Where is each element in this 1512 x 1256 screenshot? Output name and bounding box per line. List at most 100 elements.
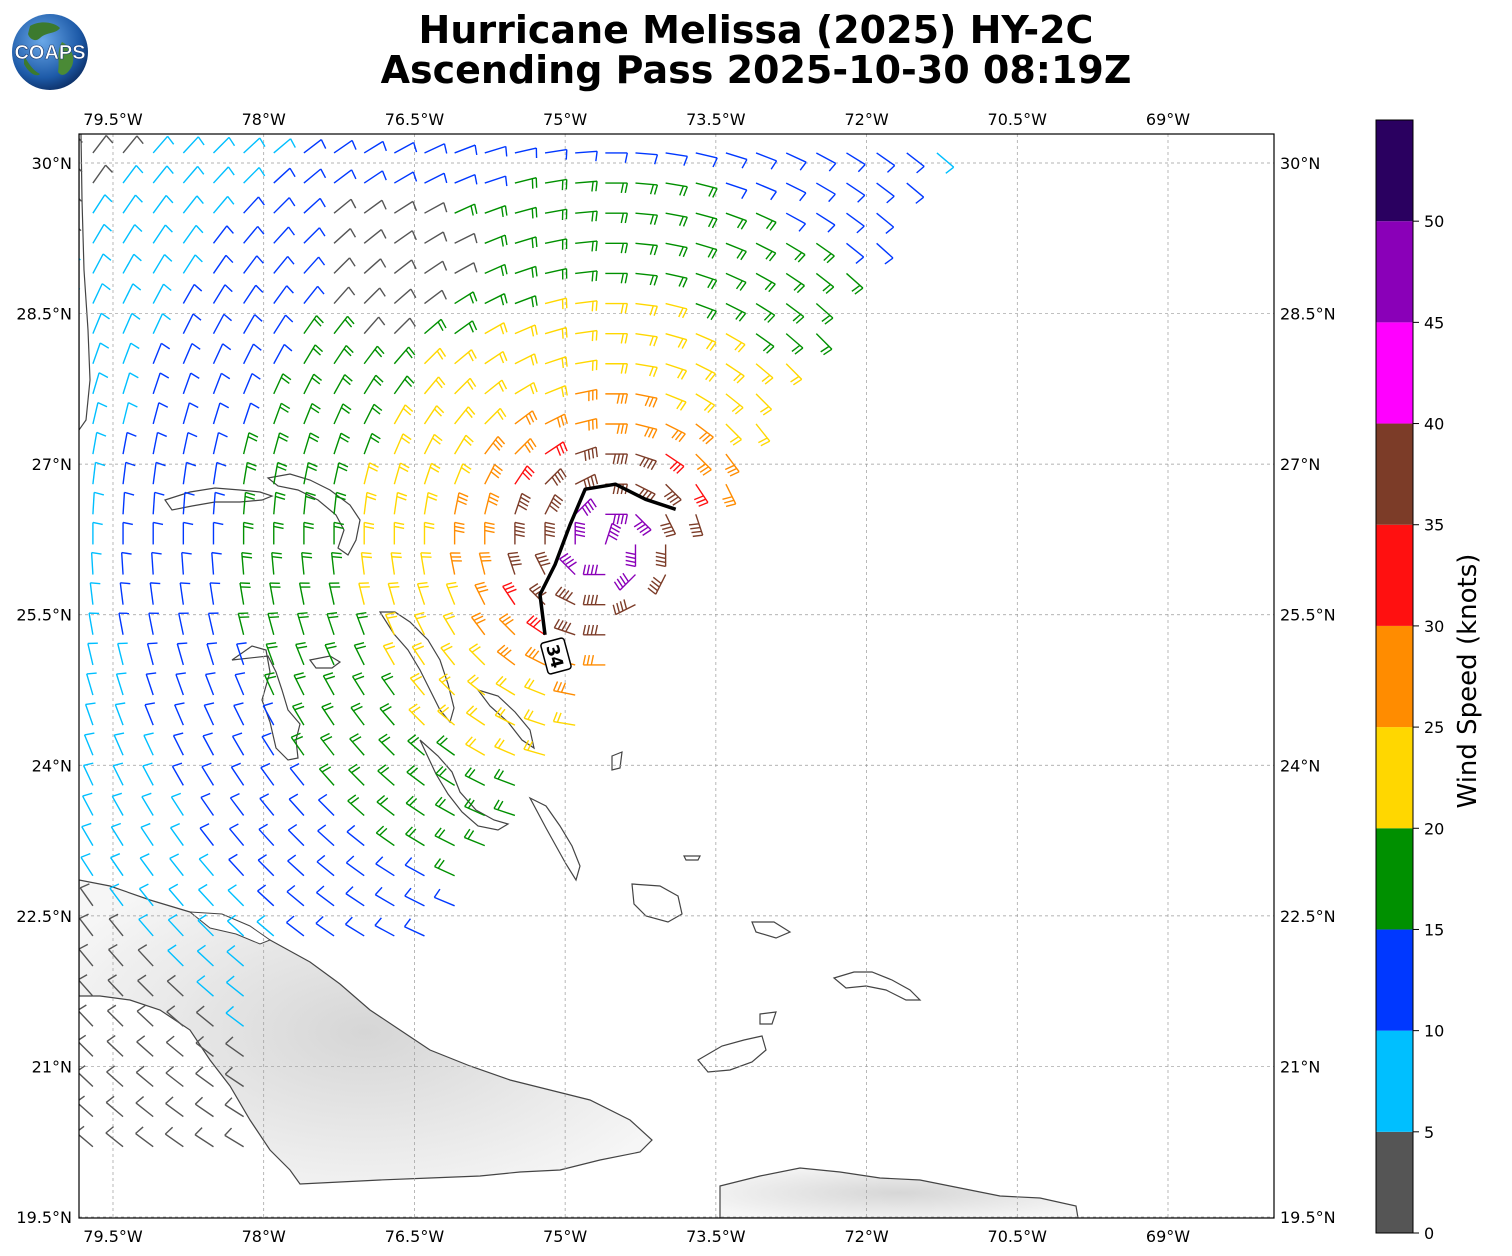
colorbar-bin xyxy=(1376,929,1413,1031)
wind-barb xyxy=(613,572,636,591)
wind-barb xyxy=(846,182,866,203)
wind-barb xyxy=(63,522,73,544)
wind-barb xyxy=(152,431,167,455)
wind-barb xyxy=(605,453,629,465)
wind-barb xyxy=(350,702,365,726)
wind-barb xyxy=(453,492,469,515)
wind-barb xyxy=(363,258,387,274)
wind-barb xyxy=(454,377,477,395)
lon-tick-label-top: 78°W xyxy=(242,110,286,129)
wind-barb xyxy=(393,375,415,395)
wind-barb xyxy=(152,135,175,154)
wind-barb xyxy=(876,152,896,173)
wind-barb xyxy=(411,642,426,666)
wind-barb xyxy=(785,302,805,324)
florida-coast xyxy=(79,134,91,432)
wind-barb xyxy=(257,854,275,877)
wind-barb xyxy=(237,612,250,635)
wind-barb xyxy=(236,642,247,666)
wind-barb xyxy=(514,381,538,395)
wind-barb xyxy=(544,178,568,191)
wind-barb xyxy=(725,333,746,353)
wind-barb xyxy=(465,705,486,726)
wind-barb xyxy=(333,374,353,395)
wind-barb xyxy=(424,231,448,244)
wind-barb xyxy=(463,828,486,847)
wind-barb xyxy=(135,1065,154,1088)
wind-barb xyxy=(303,168,327,184)
wind-barb xyxy=(319,732,335,756)
wind-barb xyxy=(378,733,395,756)
wind-barb xyxy=(303,256,326,274)
wind-barb xyxy=(665,212,688,227)
wind-barb xyxy=(141,792,154,816)
wind-barb xyxy=(262,702,275,726)
wind-barb xyxy=(453,521,465,545)
wind-barb xyxy=(605,242,629,254)
wind-barb xyxy=(198,853,215,877)
lon-tick-label-top: 72°W xyxy=(844,110,888,129)
wind-barb xyxy=(544,267,568,280)
wind-barb xyxy=(755,363,774,385)
wind-barb xyxy=(435,765,455,786)
wind-barb xyxy=(106,1034,124,1057)
wind-barb xyxy=(333,169,357,184)
wind-barb xyxy=(355,611,368,636)
wind-barb xyxy=(605,272,629,284)
wind-barb xyxy=(88,612,100,635)
wind-barb xyxy=(695,242,718,259)
wind-barb xyxy=(478,552,492,575)
berry-islands xyxy=(308,655,342,669)
wind-barb xyxy=(48,1005,63,1026)
wind-barb xyxy=(303,462,318,485)
colorbar-bin xyxy=(1376,1131,1413,1233)
wind-barb xyxy=(110,822,124,846)
wind-barb xyxy=(484,463,503,485)
colorbar-tick-label: 45 xyxy=(1424,313,1444,332)
wind-barb xyxy=(552,711,576,726)
wind-barb xyxy=(165,1035,184,1057)
wind-barb xyxy=(424,143,448,154)
wind-barb xyxy=(79,974,94,997)
colorbar-bin xyxy=(1376,423,1413,525)
wind-barb xyxy=(152,491,165,515)
wind-barb xyxy=(303,285,325,304)
wind-barb xyxy=(144,702,155,726)
wind-barb xyxy=(387,582,400,605)
wind-barb xyxy=(363,199,387,214)
wind-barb xyxy=(143,732,154,756)
wind-barb xyxy=(315,885,335,907)
wind-barb xyxy=(135,1096,154,1118)
wind-barb xyxy=(575,240,598,252)
lat-tick-label-right: 19.5°N xyxy=(1280,1208,1336,1227)
wind-barb xyxy=(256,915,275,937)
colorbar-tick-label: 50 xyxy=(1424,212,1444,231)
wind-barb xyxy=(234,672,246,696)
wind-barb xyxy=(286,915,305,937)
wind-barb xyxy=(394,141,418,154)
wind-barb xyxy=(51,854,62,876)
wind-barb xyxy=(48,1035,63,1056)
wind-barb xyxy=(544,521,555,545)
wind-barb xyxy=(212,461,227,485)
wind-barb xyxy=(755,302,776,323)
wind-barb xyxy=(138,883,154,907)
wind-barb xyxy=(176,642,188,666)
wind-barb xyxy=(468,643,486,666)
wind-barb xyxy=(84,702,96,726)
wind-barb xyxy=(273,432,289,455)
wind-barb xyxy=(224,1127,244,1148)
wind-barb xyxy=(242,402,260,425)
wind-barb xyxy=(408,703,425,726)
wind-barb xyxy=(484,234,508,247)
wind-barb xyxy=(544,494,564,515)
wind-barb xyxy=(165,1096,184,1118)
wind-barb xyxy=(635,272,659,286)
wind-barb xyxy=(273,491,286,515)
wind-barb xyxy=(423,491,438,515)
wind-barb xyxy=(663,483,682,506)
wind-barb xyxy=(271,551,283,575)
wind-barb xyxy=(303,491,316,515)
wind-barb xyxy=(321,702,335,726)
wind-barb xyxy=(544,238,568,250)
